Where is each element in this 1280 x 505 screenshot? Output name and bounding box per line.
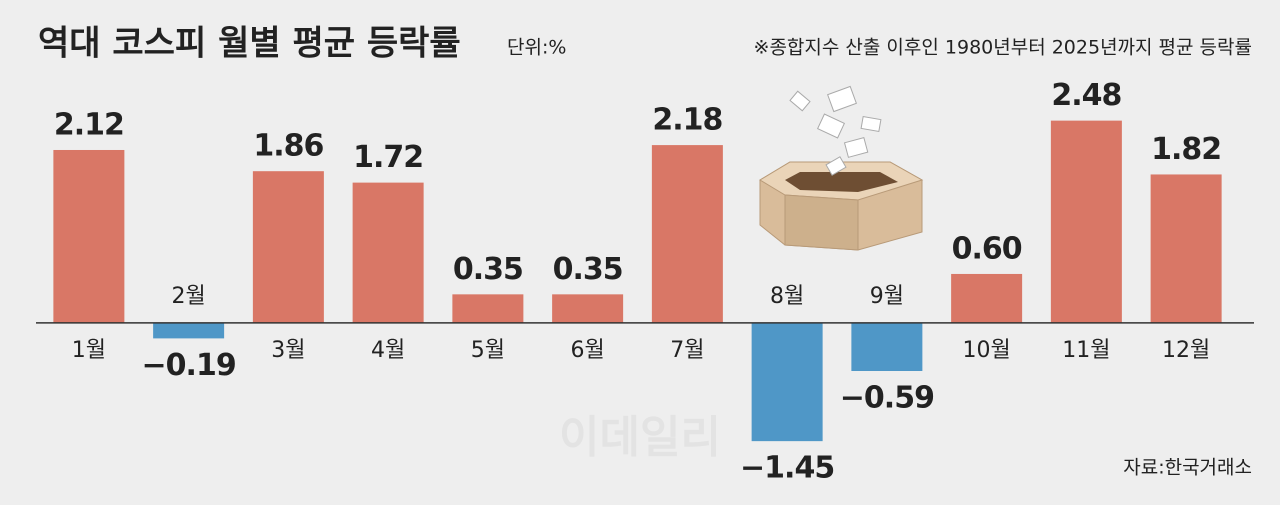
value-label: 1.86 — [253, 129, 323, 164]
x-tick-label: 4월 — [371, 338, 405, 363]
source: 자료:한국거래소 — [1123, 457, 1252, 479]
bar — [751, 322, 823, 442]
note: ※종합지수 산출 이후인 1980년부터 2025년까지 평균 등락률 — [754, 37, 1252, 59]
bar — [651, 145, 723, 323]
bar — [1050, 120, 1122, 323]
value-label: 1.72 — [353, 140, 423, 175]
value-label: 0.35 — [553, 252, 623, 287]
bar — [951, 273, 1023, 323]
bar — [252, 171, 324, 323]
bar — [851, 322, 923, 372]
value-label: 2.48 — [1051, 78, 1121, 113]
value-label: 1.82 — [1151, 132, 1221, 167]
x-tick-label: 9월 — [870, 284, 904, 309]
bar — [53, 149, 125, 323]
x-tick-label: 11월 — [1062, 338, 1110, 363]
x-tick-label: 1월 — [72, 338, 106, 363]
x-tick-label: 5월 — [471, 338, 505, 363]
x-tick-label: 7월 — [670, 338, 704, 363]
bar — [352, 182, 424, 323]
value-label: −1.45 — [740, 451, 834, 486]
bar — [552, 294, 624, 323]
watermark: 이데일리 — [559, 412, 721, 463]
bar — [153, 322, 225, 339]
value-label: −0.19 — [142, 348, 236, 383]
x-tick-label: 6월 — [571, 338, 605, 363]
x-tick-label: 12월 — [1162, 338, 1210, 363]
box-illustration — [759, 85, 924, 251]
chart-title: 역대 코스피 월별 평균 등락률 — [38, 24, 461, 64]
unit-label: 단위:% — [507, 37, 566, 59]
value-label: 2.18 — [652, 103, 722, 138]
x-tick-label: 3월 — [271, 338, 305, 363]
x-tick-label: 8월 — [770, 284, 804, 309]
value-label: 2.12 — [54, 107, 124, 142]
x-tick-label: 2월 — [172, 284, 206, 309]
bar — [452, 294, 524, 323]
value-label: −0.59 — [840, 381, 934, 416]
bar — [1150, 174, 1222, 323]
x-tick-label: 10월 — [963, 338, 1011, 363]
value-label: 0.60 — [952, 231, 1022, 266]
value-label: 0.35 — [453, 252, 523, 287]
